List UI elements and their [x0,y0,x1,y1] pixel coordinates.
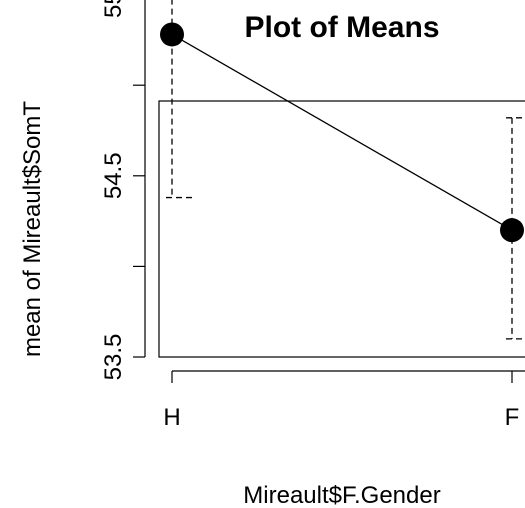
mean-point [500,218,524,243]
x-tick-label: F [505,404,520,431]
y-axis-label: mean of Mireault$SomT [19,101,46,357]
y-tick-label: 53.5 [100,334,127,381]
error-bars [166,0,525,340]
mean-point [160,22,184,47]
mean-points [160,22,524,243]
series-lines [171,33,513,231]
x-axis-label: Mireault$F.Gender [243,482,440,508]
y-tick-label: 54.5 [100,152,127,199]
y-tick-label: 55.5 [100,0,127,18]
y-axis-ticks: 53.5 54.5 55.5 [100,0,145,380]
plot-frame [158,100,525,358]
means-line [171,33,513,231]
x-tick-label: H [163,404,180,431]
chart-title: Plot of Means [244,11,439,44]
